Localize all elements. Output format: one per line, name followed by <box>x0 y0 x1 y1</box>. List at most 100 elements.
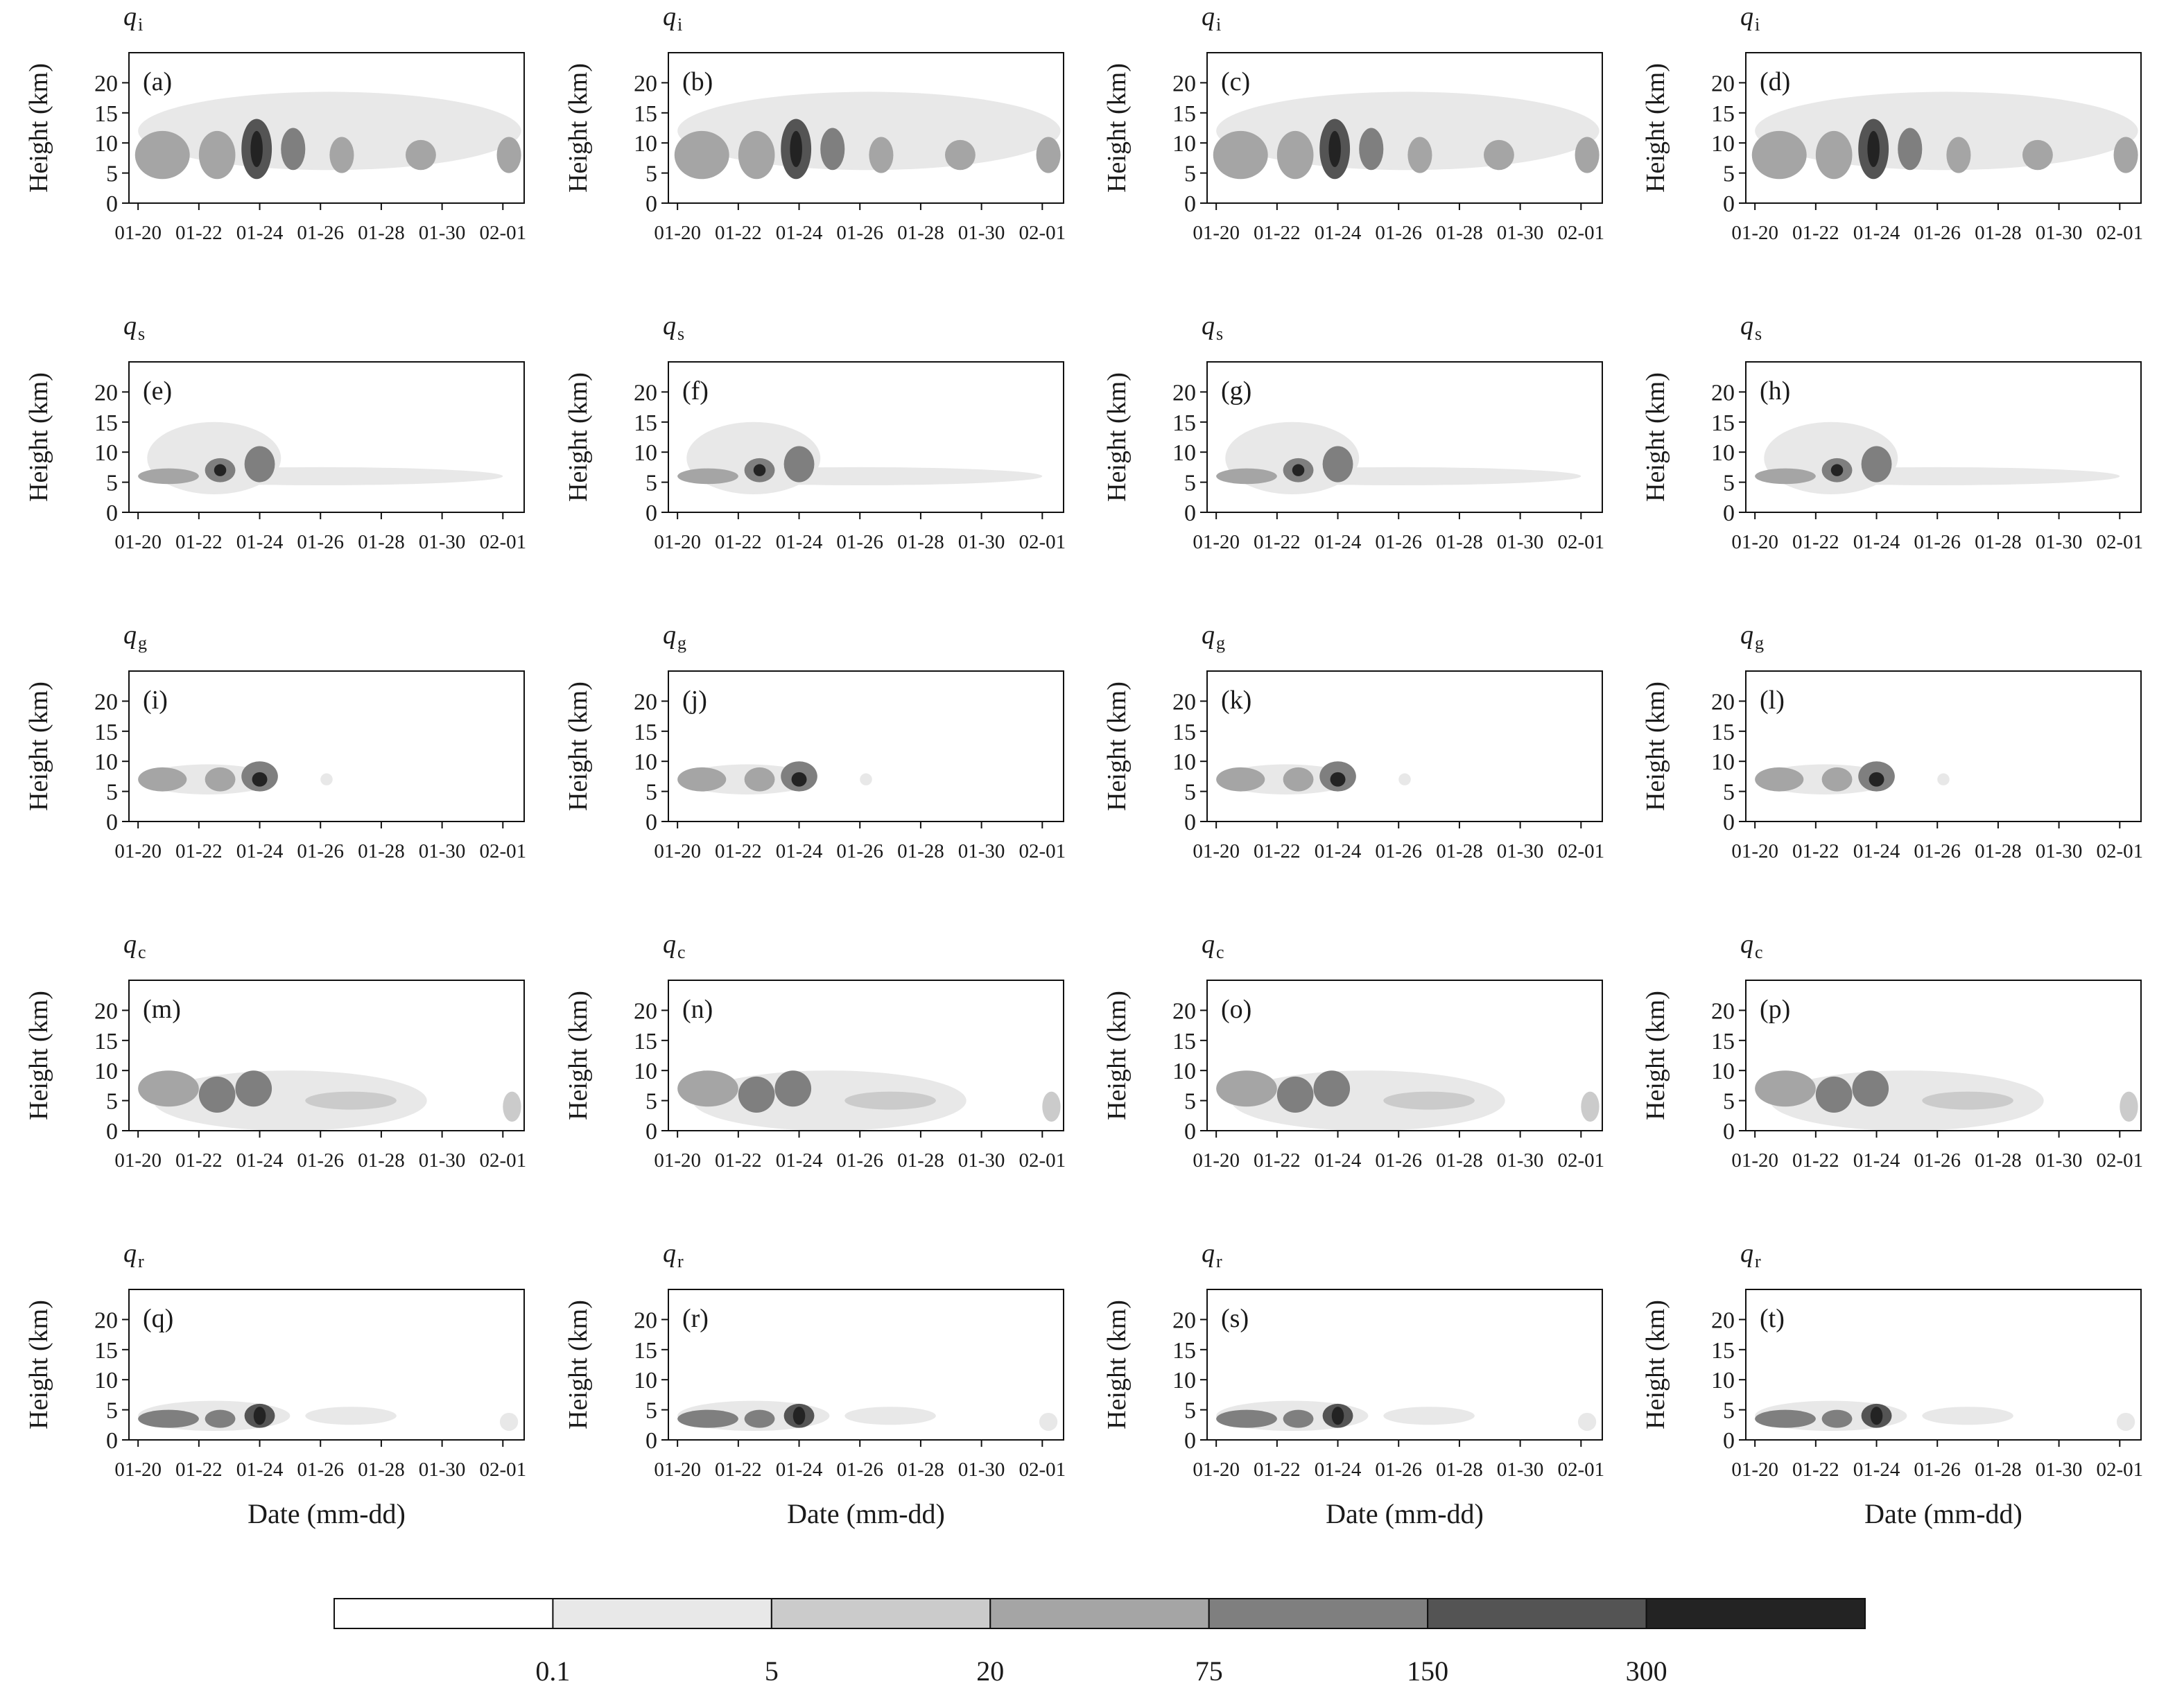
panel-s: 0 5 10 15 20 01-20 01-22 01-24 01-26 01-28 01-30 02… <box>1102 1239 1604 1481</box>
y-tick-label: 5 <box>106 162 118 187</box>
y-tick-label: 10 <box>94 1368 118 1393</box>
y-tick-label: 15 <box>94 720 118 745</box>
y-tick-label: 20 <box>1711 998 1735 1024</box>
contour-blob-level-3 <box>738 130 775 180</box>
contour-blob-level-4 <box>1313 1070 1351 1107</box>
contour-blob-level-3 <box>406 139 436 171</box>
plot-frame <box>1745 361 2142 513</box>
x-tick-label: 02-01 <box>1557 222 1604 244</box>
plot-frame <box>128 1289 525 1441</box>
x-tick-label: 01-22 <box>715 1149 762 1172</box>
variable-subscript: i <box>1216 15 1221 35</box>
x-tick-label: 01-20 <box>1731 1459 1778 1481</box>
x-tick-label: 01-26 <box>297 1459 344 1481</box>
variable-title: qi <box>1202 2 1221 35</box>
x-tick-label: 01-20 <box>1731 1149 1778 1172</box>
variable-title: qi <box>123 2 143 35</box>
x-tick-label: 01-28 <box>897 1149 944 1172</box>
contour-blob-level-1 <box>844 1407 936 1425</box>
y-tick-label: 10 <box>1172 749 1196 775</box>
contour-blob-level-3 <box>677 1070 738 1107</box>
x-tick-label: 01-30 <box>419 222 466 244</box>
y-tick-label: 10 <box>94 749 118 775</box>
y-tick-label: 10 <box>1711 749 1735 775</box>
x-tick-label: 02-01 <box>1557 840 1604 862</box>
contour-blob-level-4 <box>244 446 275 483</box>
plot-frame <box>1745 670 2142 822</box>
y-tick-label: 20 <box>94 689 118 715</box>
y-tick-label: 0 <box>1184 810 1196 835</box>
x-tick-label: 01-30 <box>1497 1459 1544 1481</box>
x-tick-label: 01-28 <box>1436 531 1483 553</box>
variable-symbol: q <box>1740 620 1753 650</box>
variable-title: qs <box>1202 311 1223 344</box>
x-tick-label: 01-30 <box>419 531 466 553</box>
x-tick-label: 01-28 <box>897 1459 944 1481</box>
x-tick-label: 01-26 <box>297 840 344 862</box>
x-tick-label: 01-26 <box>836 1149 883 1172</box>
x-tick-label: 01-20 <box>1193 222 1240 244</box>
variable-symbol: q <box>663 311 676 340</box>
x-tick-label: 02-01 <box>2096 531 2143 553</box>
variable-subscript: g <box>138 633 147 653</box>
y-tick-label: 10 <box>94 131 118 157</box>
contour-blob-level-4 <box>198 1076 236 1113</box>
variable-subscript: r <box>138 1251 144 1271</box>
panel-n: 0 5 10 15 20 01-20 01-22 01-24 01-26 01-28 01-30 02… <box>564 930 1066 1172</box>
plot-frame <box>668 670 1064 822</box>
contour-blob-level-1 <box>499 1412 519 1431</box>
contour-blob-level-3 <box>677 767 727 792</box>
x-tick-label: 01-28 <box>1975 1149 2022 1172</box>
panel-r: 0 5 10 15 20 01-20 01-22 01-24 01-26 01-28 01-30 02… <box>564 1239 1066 1481</box>
x-tick-label: 01-22 <box>175 222 223 244</box>
contour-blob-level-4 <box>1283 1409 1314 1428</box>
variable-title: qc <box>1740 930 1763 962</box>
panel-letter: (d) <box>1760 67 1790 96</box>
x-tick-label: 01-26 <box>1375 531 1422 553</box>
x-tick-label: 01-24 <box>1853 1459 1900 1481</box>
x-tick-label: 01-30 <box>2036 222 2083 244</box>
plot-frame <box>1206 1289 1603 1441</box>
x-tick-label: 01-22 <box>715 222 762 244</box>
y-tick-label: 15 <box>1172 720 1196 745</box>
x-tick-label: 01-26 <box>1914 1459 1961 1481</box>
variable-subscript: s <box>1755 324 1762 344</box>
x-tick-label: 01-28 <box>1975 222 2022 244</box>
contour-blob-level-4 <box>738 1076 775 1113</box>
y-tick-label: 0 <box>1184 1428 1196 1454</box>
y-tick-label: 15 <box>1711 720 1735 745</box>
y-axis-label: Height (km) <box>564 63 593 193</box>
x-axis-label: Date (mm-dd) <box>1864 1498 2022 1529</box>
x-tick-label: 01-30 <box>419 1149 466 1172</box>
panel-letter: (p) <box>1760 995 1790 1024</box>
colorbar-tick-label: 5 <box>765 1655 779 1687</box>
variable-symbol: q <box>123 1239 137 1268</box>
x-tick-label: 01-24 <box>776 222 823 244</box>
x-tick-label: 01-20 <box>114 1149 162 1172</box>
panel-i: 0 5 10 15 20 01-20 01-22 01-24 01-26 01-28 01-30 02… <box>24 620 526 862</box>
panel-letter: (a) <box>143 67 172 96</box>
contour-blob-level-2 <box>305 1091 397 1110</box>
colorbar-tick-label: 300 <box>1626 1655 1667 1687</box>
contour-blob-level-4 <box>1755 1409 1816 1428</box>
contour-field <box>1216 1070 1600 1131</box>
x-tick-label: 02-01 <box>2096 1459 2143 1481</box>
contour-field <box>1755 421 2120 494</box>
x-tick-label: 02-01 <box>1019 1459 1066 1481</box>
y-tick-label: 15 <box>1711 1338 1735 1364</box>
contour-blob-level-3 <box>135 130 190 180</box>
variable-subscript: c <box>677 942 686 962</box>
panel-b: 0 5 10 15 20 01-20 01-22 01-24 01-26 01-28 01-30 02… <box>564 2 1066 244</box>
colorbar-frame <box>333 1598 1866 1629</box>
variable-title: qg <box>1740 620 1764 653</box>
y-tick-label: 10 <box>1172 1059 1196 1084</box>
y-axis-label: Height (km) <box>1641 991 1670 1120</box>
contour-blob-level-6 <box>1830 464 1844 476</box>
panel-q: 0 5 10 15 20 01-20 01-22 01-24 01-26 01-28 01-30 02… <box>24 1239 526 1481</box>
variable-symbol: q <box>663 930 676 959</box>
contour-field <box>1755 1070 2138 1131</box>
panel-f: 0 5 10 15 20 01-20 01-22 01-24 01-26 01-28 01-30 02… <box>564 311 1066 553</box>
x-tick-label: 02-01 <box>479 222 526 244</box>
